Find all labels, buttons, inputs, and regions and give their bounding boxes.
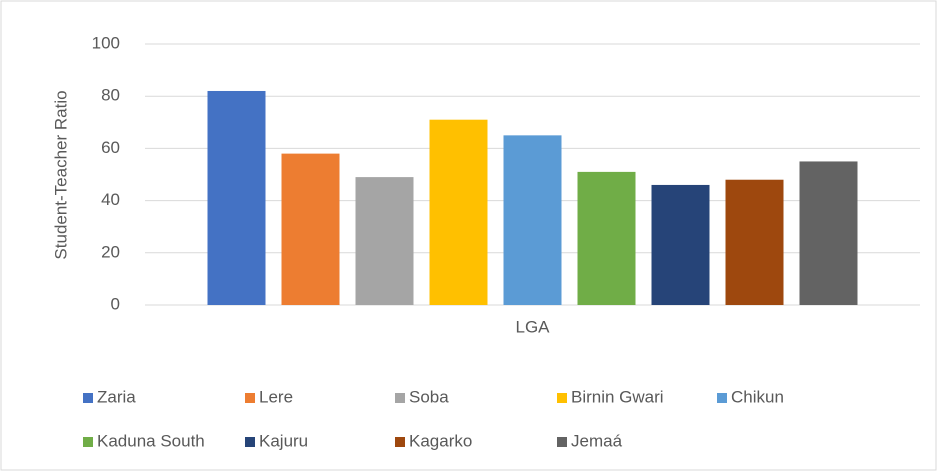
legend-label: Kagarko <box>409 431 472 450</box>
legend-label: Lere <box>259 387 293 406</box>
legend-swatch <box>557 437 567 447</box>
legend-label: Birnin Gwari <box>571 387 664 406</box>
legend-swatch <box>83 393 93 403</box>
legend-swatch <box>717 393 727 403</box>
legend-swatch <box>245 437 255 447</box>
y-axis-label: Student-Teacher Ratio <box>51 90 70 259</box>
bar <box>651 184 710 305</box>
legend-swatch <box>245 393 255 403</box>
bar <box>577 171 636 305</box>
y-tick-label: 20 <box>101 242 120 261</box>
x-tick-label: LGA <box>515 317 550 336</box>
legend-swatch <box>83 437 93 447</box>
bar <box>799 161 858 305</box>
bar <box>355 177 414 305</box>
legend-label: Chikun <box>731 387 784 406</box>
legend-label: Kajuru <box>259 431 308 450</box>
legend-label: Kaduna South <box>97 431 205 450</box>
bar <box>725 179 784 305</box>
bar <box>503 135 562 305</box>
bar <box>281 153 340 305</box>
y-tick-label: 60 <box>101 138 120 157</box>
legend-swatch <box>557 393 567 403</box>
bar <box>207 90 266 305</box>
legend-swatch <box>395 393 405 403</box>
y-tick-label: 40 <box>101 190 120 209</box>
y-tick-label: 100 <box>92 33 120 52</box>
y-tick-label: 0 <box>111 294 120 313</box>
legend-swatch <box>395 437 405 447</box>
bar <box>429 119 488 305</box>
legend-label: Zaria <box>97 387 136 406</box>
y-tick-label: 80 <box>101 86 120 105</box>
legend-label: Jemaá <box>571 431 623 450</box>
legend-label: Soba <box>409 387 449 406</box>
